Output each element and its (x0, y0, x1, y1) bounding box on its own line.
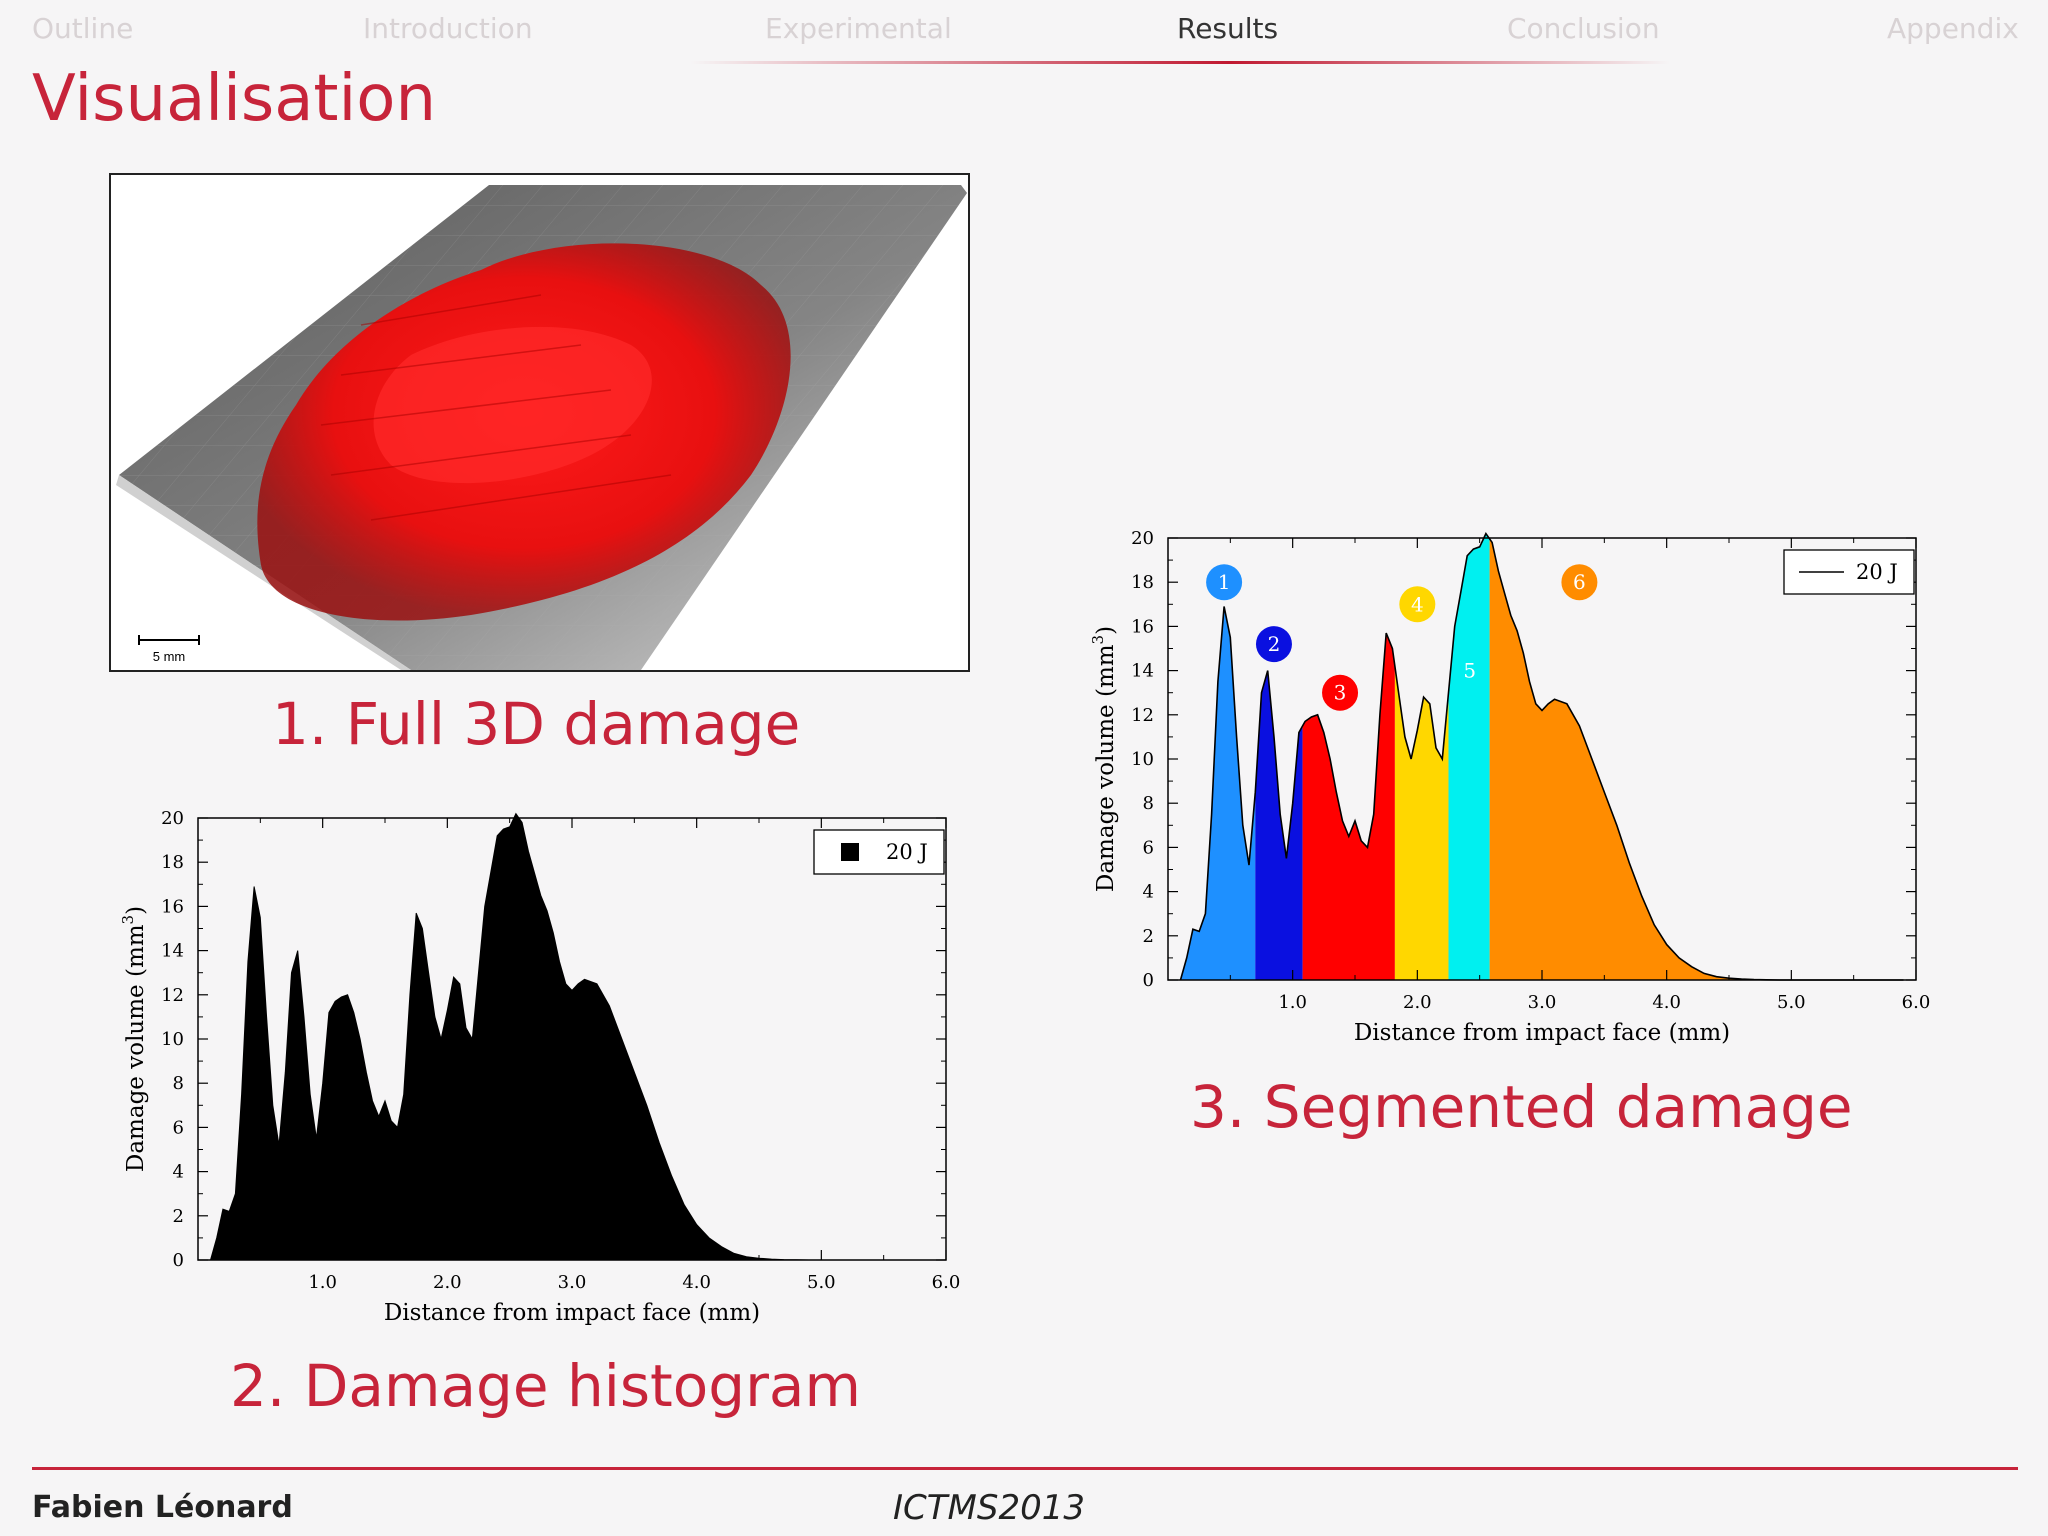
segment-marker-5 (1451, 652, 1488, 689)
slide-title: Visualisation (32, 62, 436, 136)
y-tick-label: 8 (173, 1073, 184, 1094)
segment-area-1 (1180, 606, 1256, 980)
y-axis-label-close: ) (1093, 626, 1119, 635)
nav-item-conclusion[interactable]: Conclusion (1507, 12, 1660, 45)
segment-marker-label-6: 6 (1573, 570, 1586, 594)
segment-marker-label-3: 3 (1334, 681, 1347, 705)
y-tick-label: 16 (1131, 616, 1154, 637)
y-tick-label: 8 (1143, 793, 1154, 814)
nav-item-appendix[interactable]: Appendix (1887, 12, 2019, 45)
legend-label: 20 J (886, 840, 928, 864)
footer-conference: ICTMS2013 (893, 1488, 1085, 1528)
y-tick-label: 12 (1131, 705, 1154, 726)
caption-damage-histogram: 2. Damage histogram (230, 1352, 861, 1420)
y-tick-label: 10 (1131, 749, 1154, 770)
ct-volume-render: 5 mm (111, 175, 968, 670)
nav-item-results[interactable]: Results (1177, 12, 1279, 45)
segment-area-4 (1394, 666, 1449, 980)
damage-histogram-chart: 0 2 4 6 8 10 12 14 16 18 20 1.0 2.0 3.0 4.0 5.0 6.0 Dista… (119, 808, 961, 1326)
y-tick-label: 18 (161, 852, 184, 873)
segment-marker-4 (1399, 586, 1436, 623)
segment-marker-label-4: 4 (1411, 592, 1424, 616)
y-tick-label: 14 (1131, 661, 1154, 682)
y-tick-label: 18 (1131, 572, 1154, 593)
x-axis-label: Distance from impact face (mm) (384, 1300, 760, 1326)
y-tick-label: 4 (173, 1162, 184, 1183)
legend-marker (841, 843, 859, 861)
x-tick-label: 1.0 (1278, 992, 1307, 1013)
x-tick-label: 6.0 (1902, 992, 1931, 1013)
x-tick-label: 4.0 (1652, 992, 1681, 1013)
y-axis-label-text: Damage volume (mm (123, 924, 149, 1172)
y-tick-label: 0 (173, 1250, 184, 1271)
segment-marker-2 (1255, 626, 1292, 663)
segment-marker-label-1: 1 (1218, 570, 1231, 594)
y-axis-label: Damage volume (mm3) (119, 906, 149, 1172)
y-tick-label: 14 (161, 941, 184, 962)
caption-full-3d-damage: 1. Full 3D damage (272, 690, 801, 758)
y-tick-label: 2 (173, 1206, 184, 1227)
y-tick-label: 10 (161, 1029, 184, 1050)
footer-author: Fabien Léonard (32, 1490, 293, 1525)
segment-marker-label-2: 2 (1268, 632, 1281, 656)
legend-label: 20 J (1856, 560, 1898, 584)
y-tick-label: 12 (161, 985, 184, 1006)
segment-area-6 (1489, 538, 1904, 980)
y-tick-label: 6 (173, 1117, 184, 1138)
x-tick-label: 3.0 (558, 1272, 587, 1293)
y-axis-label: Damage volume (mm3) (1089, 626, 1119, 892)
segment-marker-label-5: 5 (1463, 659, 1476, 683)
x-tick-label: 6.0 (932, 1272, 961, 1293)
y-tick-label: 6 (1143, 837, 1154, 858)
x-tick-label: 3.0 (1528, 992, 1557, 1013)
series-line-20j (1179, 532, 1904, 981)
full-3d-damage-image: 5 mm (109, 173, 970, 672)
x-tick-label: 2.0 (433, 1272, 462, 1293)
x-tick-label: 5.0 (1777, 992, 1806, 1013)
nav-item-experimental[interactable]: Experimental (765, 12, 952, 45)
caption-segmented-damage: 3. Segmented damage (1190, 1073, 1853, 1141)
x-tick-label: 4.0 (682, 1272, 711, 1293)
y-tick-label: 4 (1143, 882, 1154, 903)
footer-divider (32, 1467, 2018, 1470)
y-axis-label-close: ) (123, 906, 149, 915)
y-tick-label: 2 (1143, 926, 1154, 947)
legend-box (813, 829, 945, 875)
y-axis-label-superscript: 3 (1089, 635, 1107, 645)
segment-area-3 (1302, 633, 1395, 980)
x-tick-label: 1.0 (308, 1272, 337, 1293)
segment-marker-1 (1206, 564, 1243, 601)
segment-marker-3 (1322, 674, 1359, 711)
y-tick-label: 16 (161, 896, 184, 917)
series-area-20j (210, 812, 934, 1261)
x-tick-label: 5.0 (807, 1272, 836, 1293)
segment-marker-6 (1561, 564, 1598, 601)
section-navigation: Outline Introduction Experimental Result… (0, 12, 2048, 64)
y-tick-label: 20 (161, 808, 184, 829)
nav-item-outline[interactable]: Outline (32, 12, 134, 45)
nav-item-introduction[interactable]: Introduction (363, 12, 533, 45)
nav-progress-line (690, 61, 1670, 64)
y-tick-label: 20 (1131, 528, 1154, 549)
y-tick-label: 0 (1143, 970, 1154, 991)
y-axis-label-text: Damage volume (mm (1093, 644, 1119, 892)
segment-area-2 (1255, 670, 1303, 980)
segment-area-5 (1448, 533, 1490, 980)
scale-bar-label: 5 mm (153, 649, 186, 664)
y-axis-label-superscript: 3 (119, 915, 137, 925)
x-tick-label: 2.0 (1403, 992, 1432, 1013)
x-axis-label: Distance from impact face (mm) (1354, 1020, 1730, 1046)
